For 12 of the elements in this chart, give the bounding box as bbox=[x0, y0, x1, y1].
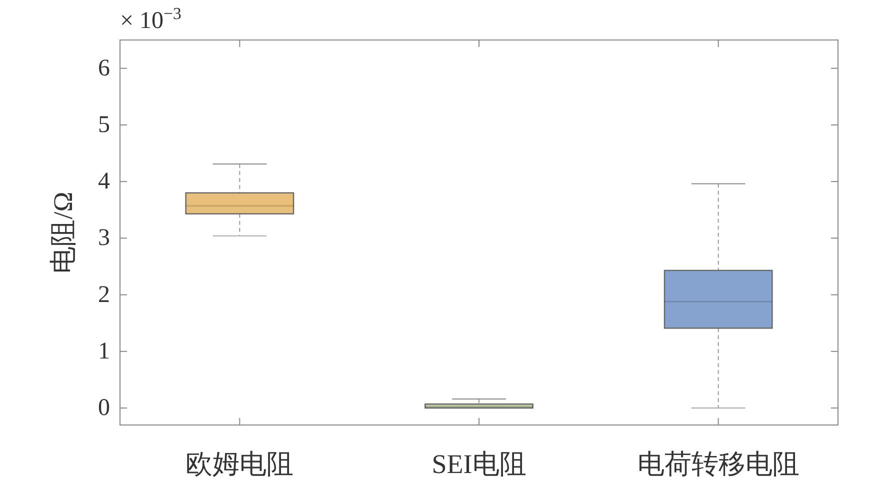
y-axis-title: 电阻/Ω bbox=[48, 192, 78, 274]
y-tick-label: 3 bbox=[98, 225, 110, 252]
y-tick-label: 5 bbox=[98, 112, 110, 138]
y-tick-label: 2 bbox=[98, 282, 110, 308]
text: × 10$^{−3}$ bbox=[120, 4, 182, 34]
y-tick-label: 4 bbox=[98, 168, 110, 195]
x-tick-label: SEI电阻 bbox=[432, 449, 526, 479]
y-tick-label: 1 bbox=[98, 338, 110, 364]
y-tick-label: 0 bbox=[98, 395, 110, 422]
x-tick-label: 欧姆电阻 bbox=[186, 449, 294, 479]
x-tick-label: 电荷转移电阻 bbox=[637, 449, 800, 479]
y-tick-label: 6 bbox=[98, 55, 110, 82]
